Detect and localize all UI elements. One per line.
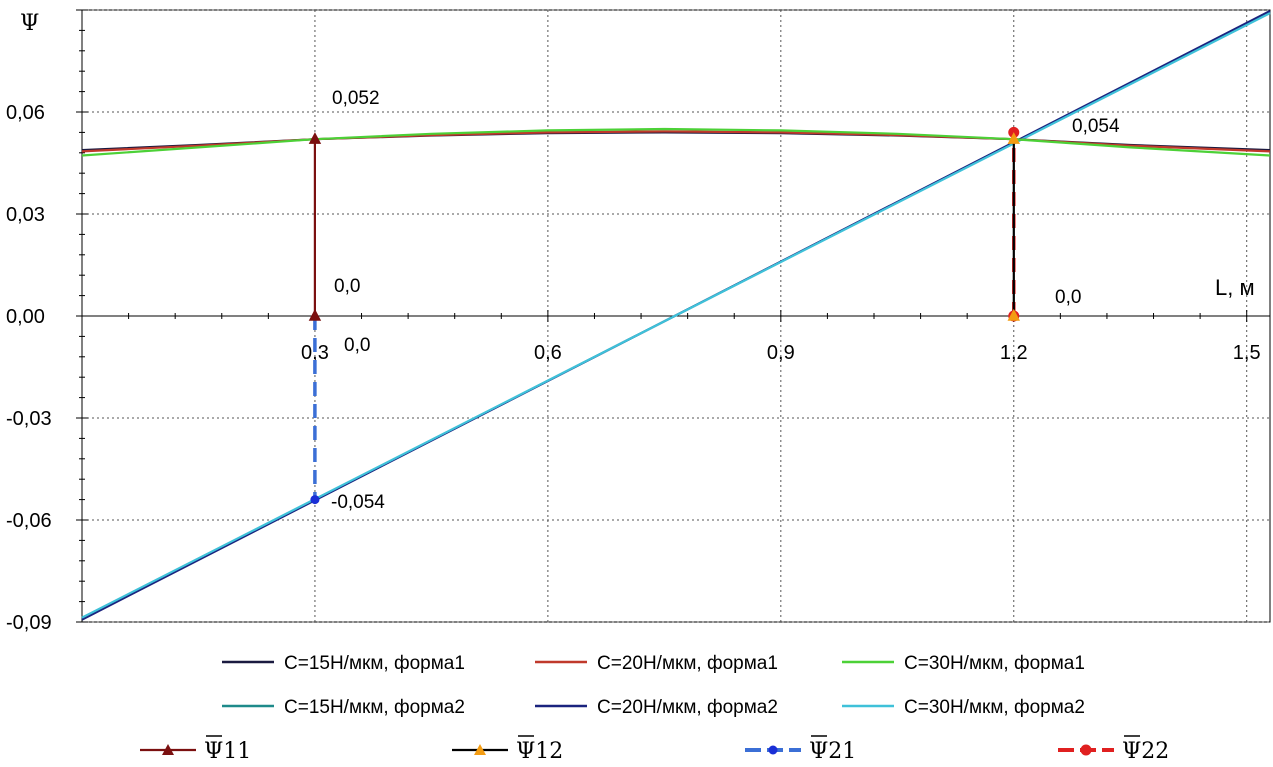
legend-label: C=30Н/мкм, форма1 — [904, 653, 1085, 674]
series-layer — [81, 10, 1271, 621]
y-tick-label: 0,06 — [6, 102, 45, 124]
markers-layer — [308, 126, 1020, 505]
legend-item-psi12: Ψ12 — [452, 735, 563, 764]
data-label: 0,0 — [334, 276, 360, 297]
legend-item-psi22: Ψ22 — [1058, 735, 1169, 764]
legend-item-c20-form1: C=20Н/мкм, форма1 — [535, 653, 778, 674]
legend-label: C=20Н/мкм, форма1 — [597, 653, 778, 674]
y-tick-label: 0,00 — [6, 306, 45, 328]
legend-label: C=30Н/мкм, форма2 — [904, 697, 1085, 718]
legend-item-c20-form2: C=20Н/мкм, форма2 — [535, 697, 778, 718]
x-tick-label: 1,5 — [1233, 342, 1261, 364]
y-tick-label: -0,03 — [6, 408, 52, 430]
x-tick-label: 1,2 — [1000, 342, 1028, 364]
data-label: 0,0 — [344, 335, 370, 356]
x-tick-label: 0,3 — [301, 342, 329, 364]
data-label: -0,054 — [331, 492, 385, 513]
y-tick-label: -0,09 — [6, 612, 52, 634]
legend-marker — [768, 745, 778, 755]
axes: 0,3 0,6 0,9 1,2 1,5 0,06 0,03 0,00 -0,03 -0,06 -0,… — [6, 9, 1270, 634]
legend-label: C=15Н/мкм, форма1 — [284, 653, 465, 674]
legend: C=15Н/мкм, форма1 C=20Н/мкм, форма1 C=30Н/… — [140, 653, 1169, 764]
series-line-c30-form2 — [81, 12, 1271, 619]
legend-item-c15-form1: C=15Н/мкм, форма1 — [222, 653, 465, 674]
legend-label: Ψ21 — [809, 739, 856, 764]
legend-label: Ψ12 — [516, 739, 563, 764]
legend-item-c30-form1: C=30Н/мкм, форма1 — [842, 653, 1085, 674]
data-label: 0,0 — [1055, 287, 1081, 308]
marker-psi12-start — [1007, 308, 1020, 321]
legend-marker — [474, 744, 486, 755]
legend-label: C=20Н/мкм, форма2 — [597, 697, 778, 718]
data-label: 0,054 — [1072, 116, 1120, 137]
legend-item-c15-form2: C=15Н/мкм, форма2 — [222, 697, 465, 718]
legend-item-psi11: Ψ11 — [140, 735, 251, 764]
marker-psi11-start — [308, 308, 322, 321]
series-line-c30-form1 — [81, 127, 1271, 157]
data-label: 0,052 — [332, 88, 380, 109]
legend-item-psi21: Ψ21 — [745, 735, 856, 764]
legend-marker — [1080, 744, 1092, 756]
legend-label: C=15Н/мкм, форма2 — [284, 697, 465, 718]
x-tick-label: 0,9 — [767, 342, 795, 364]
y-axis-title: Ψ — [20, 11, 39, 36]
legend-label: Ψ22 — [1122, 739, 1169, 764]
labels-layer: 0,052 0,0 0,0 -0,054 0,054 0,0 — [331, 88, 1120, 513]
x-tick-label: 0,6 — [534, 342, 562, 364]
y-tick-label: -0,06 — [6, 510, 52, 532]
marker-psi21-end — [310, 495, 320, 505]
legend-label: Ψ11 — [204, 739, 251, 764]
legend-item-c30-form2: C=30Н/мкм, форма2 — [842, 697, 1085, 718]
legend-marker — [162, 744, 174, 755]
marker-psi11-end — [308, 132, 322, 144]
y-tick-label: 0,03 — [6, 204, 45, 226]
marker-psi12-end — [1007, 132, 1020, 144]
x-axis-title: L, м — [1215, 275, 1255, 300]
